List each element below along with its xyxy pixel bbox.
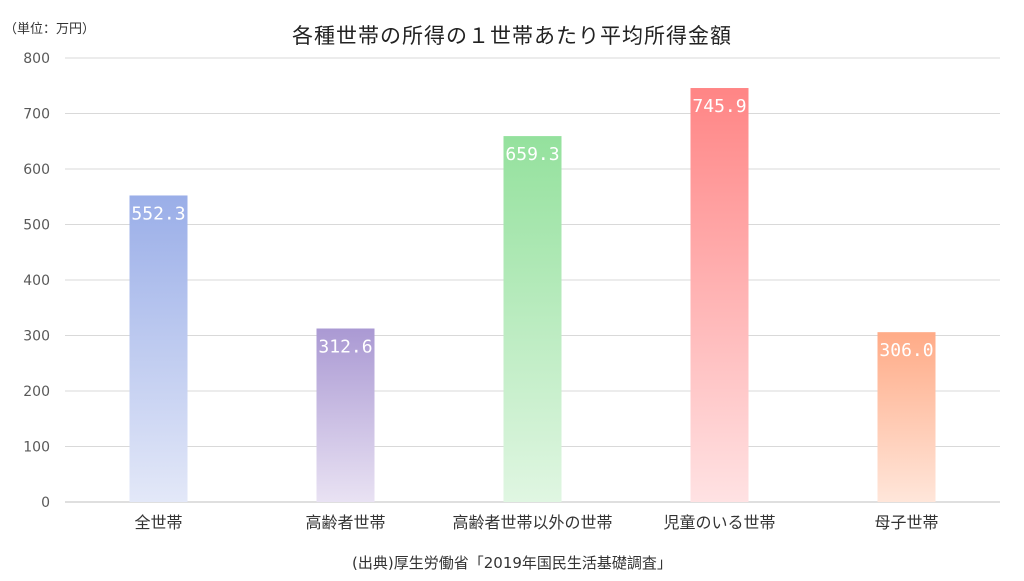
bar — [690, 88, 749, 502]
bar-value-label: 552.3 — [131, 203, 185, 224]
x-axis-categories: 全世帯 高齢者世帯 高齢者世帯以外の世帯 児童のいる世帯 母子世帯 — [134, 513, 938, 532]
bar — [877, 332, 936, 502]
x-category-label: 高齢者世帯 — [305, 513, 385, 532]
bar — [129, 195, 188, 502]
y-tick-label: 400 — [23, 273, 50, 289]
x-category-label: 高齢者世帯以外の世帯 — [452, 513, 612, 532]
y-tick-label: 500 — [23, 218, 50, 234]
x-category-label: 児童のいる世帯 — [663, 513, 775, 532]
y-tick-label: 0 — [41, 495, 50, 511]
y-axis-ticks: 0 100 200 300 400 500 600 700 800 — [23, 51, 50, 511]
y-tick-label: 700 — [23, 107, 50, 123]
x-category-label: 全世帯 — [134, 513, 182, 532]
source-note: (出典)厚生労働省「2019年国民生活基礎調査」 — [352, 554, 672, 572]
bar-value-label: 745.9 — [692, 96, 746, 117]
x-category-label: 母子世帯 — [874, 513, 938, 532]
y-tick-label: 300 — [23, 329, 50, 345]
y-tick-label: 800 — [23, 51, 50, 67]
bar — [316, 328, 375, 502]
y-tick-label: 200 — [23, 384, 50, 400]
y-tick-label: 100 — [23, 440, 50, 456]
y-tick-label: 600 — [23, 162, 50, 178]
bar — [503, 136, 562, 502]
bar-value-label: 306.0 — [879, 340, 933, 361]
chart-title: 各種世帯の所得の１世帯あたり平均所得金額 — [292, 24, 732, 48]
unit-label: （単位：万円） — [4, 22, 96, 37]
bar-value-label: 659.3 — [505, 144, 559, 165]
bar-value-label: 312.6 — [318, 337, 372, 358]
bars: 552.3 312.6 659.3 745.9 306.0 — [129, 88, 936, 502]
